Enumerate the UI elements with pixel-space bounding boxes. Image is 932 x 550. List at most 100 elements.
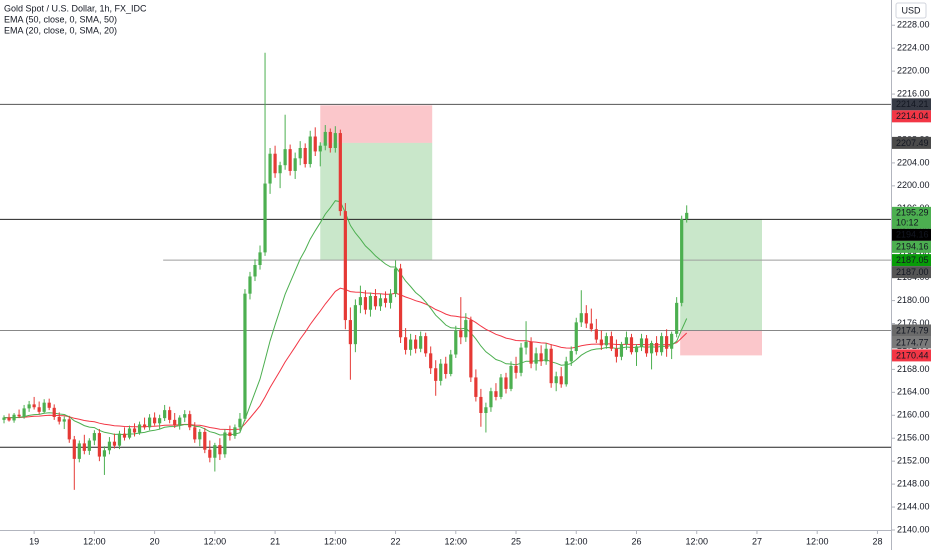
y-tick-label: 2168.00 (897, 364, 930, 374)
candle-body (12, 414, 16, 421)
candle-body (278, 165, 282, 174)
candle-body (644, 338, 649, 354)
candle-body (102, 450, 107, 457)
y-tick-label: 2164.00 (897, 387, 930, 397)
candle-body (363, 297, 368, 310)
price-tag (892, 206, 931, 229)
candle-body (223, 432, 227, 455)
price-tag-label: 2187.00 (896, 267, 929, 277)
candle-body (639, 338, 644, 347)
candle-body (32, 404, 36, 408)
candle-body (449, 354, 453, 374)
y-tick-label: 2160.00 (897, 410, 930, 420)
price-tag-label: 2214.04 (896, 111, 929, 121)
candle-body (268, 153, 272, 184)
candle-body (649, 343, 654, 354)
candle-body (228, 432, 232, 436)
candle-body (313, 136, 317, 152)
candle-body (72, 439, 76, 459)
candle-body (318, 145, 322, 152)
x-tick-label: 21 (270, 536, 280, 546)
candle-body (569, 351, 573, 362)
price-tag-label: 2170.44 (896, 350, 929, 360)
candle-body (87, 440, 91, 451)
candle-body (499, 377, 503, 397)
candle-body (604, 336, 608, 346)
candle-body (353, 305, 357, 345)
y-tick-label: 2144.00 (897, 501, 930, 511)
candle-body (107, 441, 112, 451)
candle-body (188, 414, 192, 428)
candle-body (92, 433, 96, 441)
candle-body (398, 268, 403, 338)
currency-button[interactable] (895, 2, 927, 19)
candle-body (208, 449, 212, 458)
candle-body (479, 396, 483, 413)
y-tick-label: 2228.00 (897, 20, 930, 30)
indicator-legend: EMA (50, close, 0, SMA, 50) (4, 14, 117, 24)
candle-body (243, 293, 247, 419)
candle-body (504, 377, 508, 389)
candle-body (333, 133, 337, 148)
candle-body (624, 337, 629, 345)
indicator-legend: EMA (20, close, 0, SMA, 20) (4, 25, 117, 35)
candle-body (132, 428, 137, 433)
x-tick-label: 19 (29, 536, 39, 546)
y-tick-label: 2200.00 (897, 180, 930, 190)
y-tick-label: 2152.00 (897, 456, 930, 466)
currency-label[interactable]: USD (901, 5, 921, 15)
price-tag-label: 2195.29 (896, 208, 929, 218)
candle-body (328, 131, 332, 148)
candle-body (629, 337, 634, 353)
candle-body (454, 330, 458, 355)
y-tick-label: 2156.00 (897, 433, 930, 443)
candle-body (263, 183, 267, 253)
candle-body (459, 330, 463, 338)
candle-body (469, 320, 473, 378)
candle-body (368, 295, 373, 310)
candle-body (514, 365, 518, 373)
candle-body (619, 344, 624, 357)
x-tick-label: 27 (752, 536, 762, 546)
candle-body (614, 348, 619, 357)
y-tick-label: 2148.00 (897, 478, 930, 488)
candle-body (489, 391, 493, 408)
candle-body (665, 336, 669, 349)
candle-body (142, 424, 147, 428)
candle-body (534, 353, 538, 364)
candle-body (198, 431, 202, 440)
candle-body (57, 417, 61, 422)
price-tag-label: 2214.21 (896, 99, 929, 109)
candle-body (634, 346, 639, 353)
stop-zone (320, 105, 433, 143)
y-tick-label: 2220.00 (897, 66, 930, 76)
x-tick-label: 12:00 (565, 536, 588, 546)
candle-body (27, 404, 31, 409)
candle-body (67, 419, 71, 440)
x-tick-label: 12:00 (685, 536, 708, 546)
candle-body (474, 377, 478, 397)
candle-body (308, 136, 312, 165)
candle-body (163, 410, 167, 419)
candle-body (424, 336, 428, 354)
candle-body (393, 268, 398, 294)
candle-body (539, 353, 543, 362)
candle-body (2, 417, 6, 420)
candle-body (42, 402, 46, 412)
candle-body (22, 408, 26, 417)
price-tag-label: 2174.79 (896, 325, 929, 335)
x-tick-label: 12:00 (445, 536, 468, 546)
x-tick-label: 12:00 (324, 536, 347, 546)
price-tag (892, 349, 931, 362)
x-tick-label: 12:00 (204, 536, 227, 546)
candle-body (37, 407, 41, 412)
candle-body (519, 347, 523, 373)
candle-body (439, 363, 443, 381)
price-tag (892, 110, 931, 123)
candle-body (609, 336, 614, 349)
candle-body (158, 418, 162, 424)
candle-body (47, 402, 51, 408)
x-tick-label: 20 (150, 536, 160, 546)
